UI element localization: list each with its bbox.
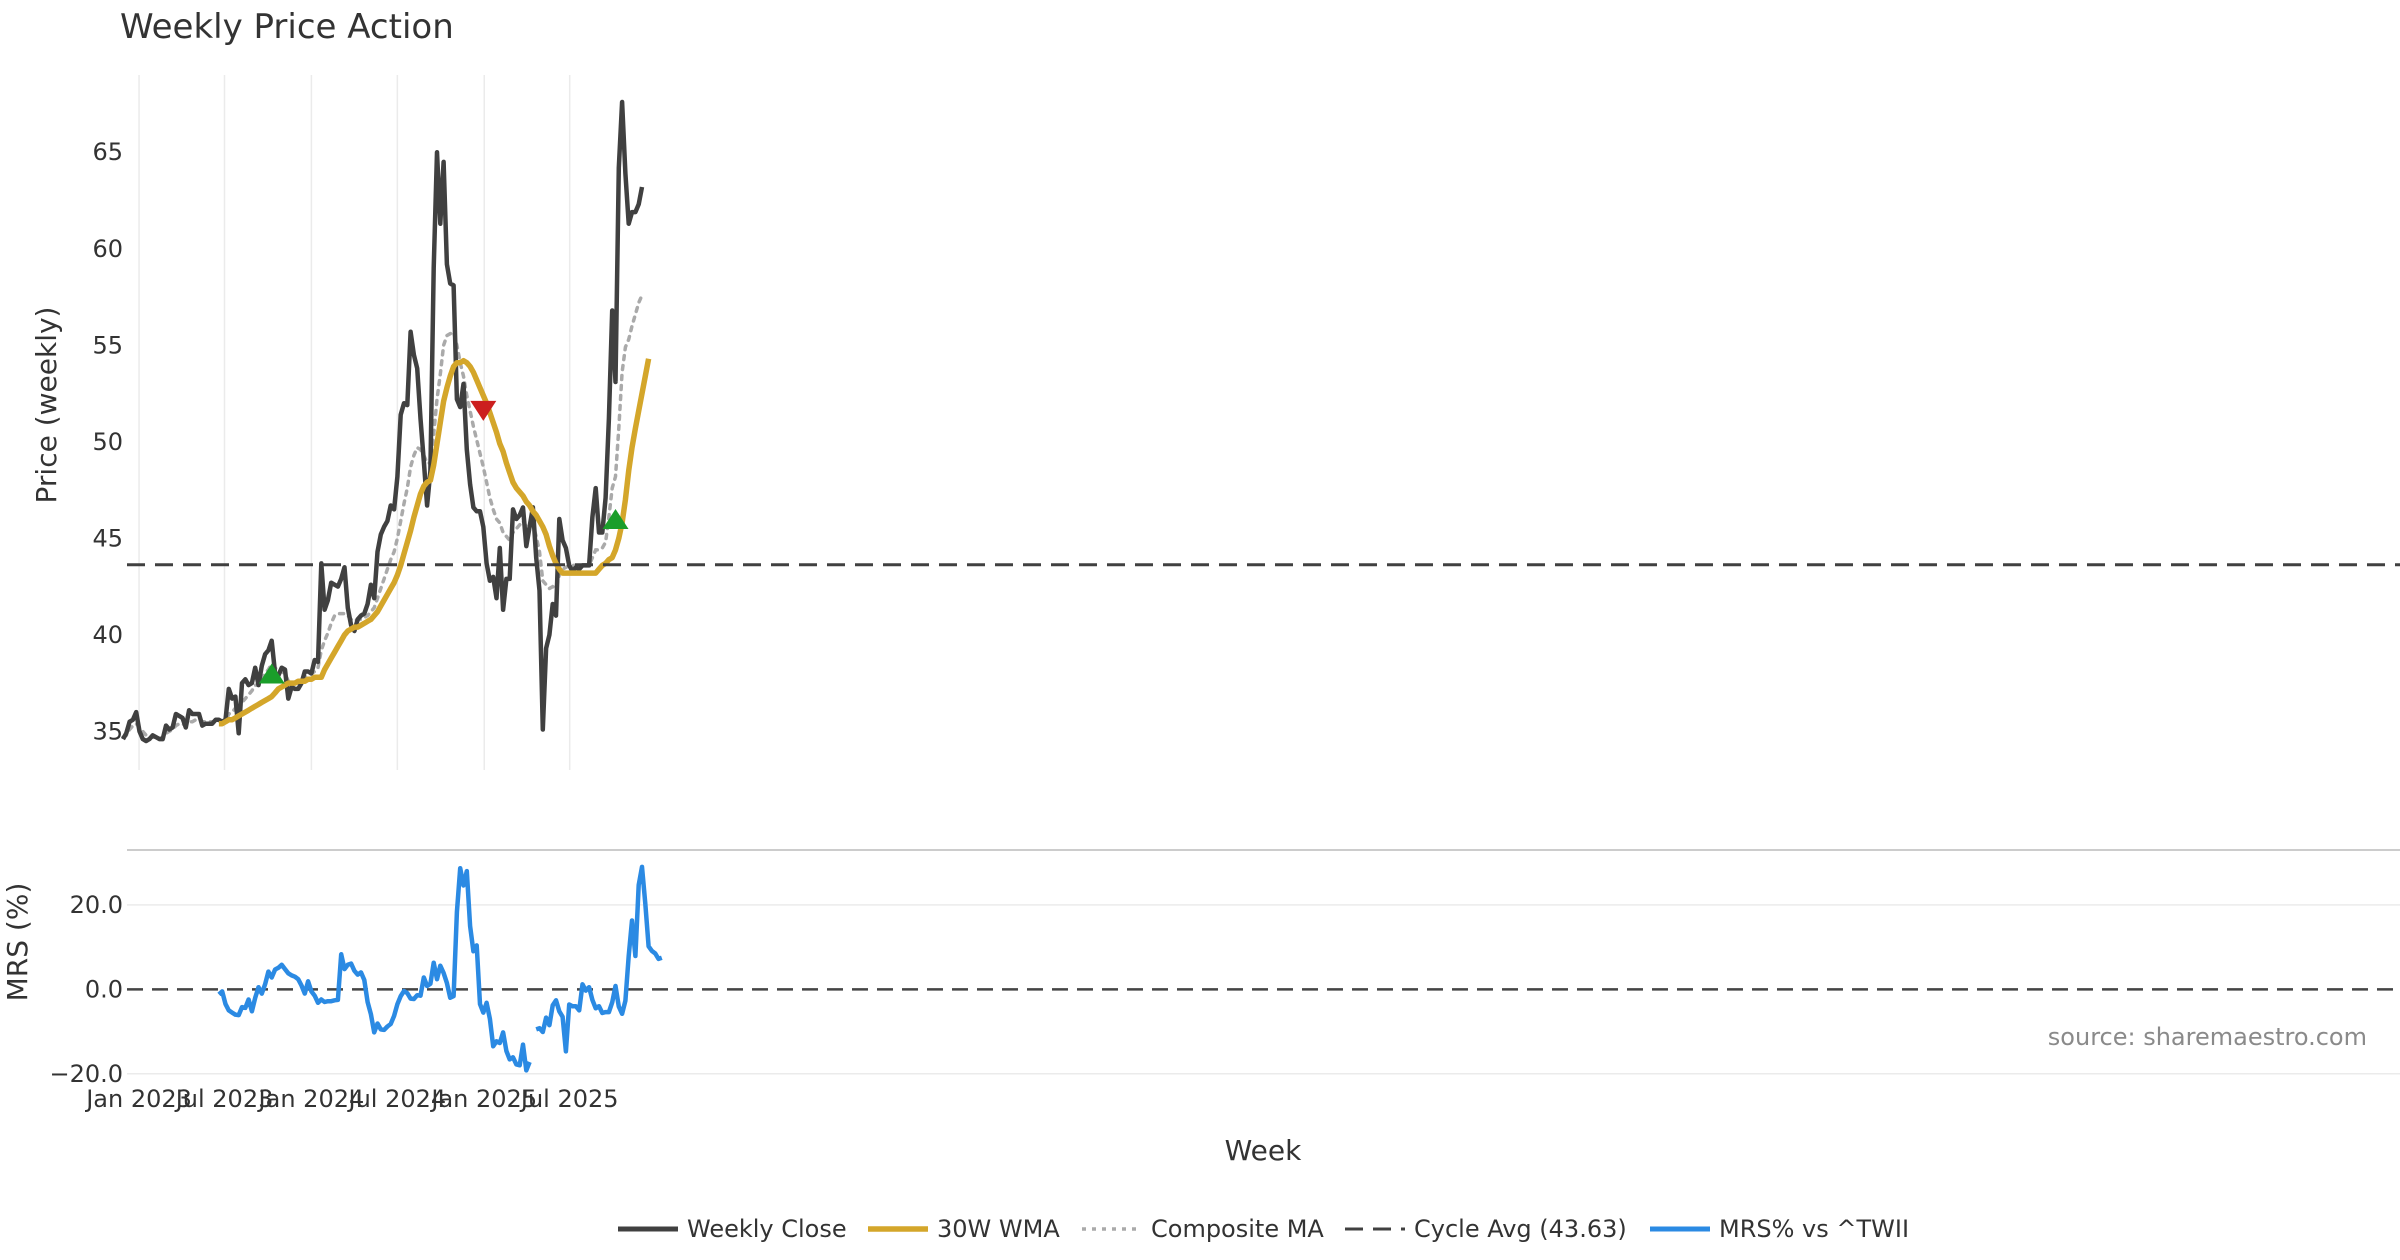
legend-label: Weekly Close: [687, 1215, 847, 1243]
x-axis-label: Week: [1225, 1134, 1302, 1167]
x-tick-label: Jul 2023: [174, 1085, 274, 1113]
mrs-y-tick-label: −20.0: [49, 1060, 123, 1088]
source-note: source: sharemaestro.com: [2048, 1023, 2367, 1051]
mrs-line: [217, 864, 663, 1073]
mrs-y-tick-label: 20.0: [70, 891, 123, 919]
mrs-y-tick-label: 0.0: [85, 975, 123, 1003]
chart-title: Weekly Price Action: [120, 7, 454, 47]
weekly-close-line: [121, 99, 645, 744]
buy-signal-marker: [602, 509, 629, 530]
price-y-tick-label: 50: [92, 428, 123, 456]
mrs-y-ticks: 20.0 0.0 −20.0: [49, 891, 123, 1088]
composite-ma-line: [121, 293, 644, 742]
price-series: [121, 99, 2400, 744]
wma-30w-line: [218, 357, 652, 727]
legend-label: Cycle Avg (43.63): [1414, 1215, 1627, 1243]
x-tick-label: Jul 2024: [347, 1085, 447, 1113]
x-tick-label: Jan 2024: [257, 1085, 365, 1113]
buy-signal-marker: [258, 663, 285, 684]
x-tick-label: Jan 2025: [429, 1085, 537, 1113]
price-y-tick-label: 35: [92, 717, 123, 745]
price-y-tick-label: 55: [92, 331, 123, 359]
price-y-tick-label: 60: [92, 235, 123, 263]
price-y-tick-label: 65: [92, 138, 123, 166]
mrs-series: [217, 864, 663, 1073]
price-grid: [138, 75, 571, 770]
legend: Weekly Close 30W WMA Composite MA Cycle Avg…: [618, 1215, 1909, 1243]
price-y-ticks: 35 40 45 50 55 60 65: [92, 138, 123, 745]
price-y-axis-label: Price (weekly): [30, 307, 63, 504]
mrs-grid: [127, 904, 2400, 1075]
price-panel: 35 40 45 50 55 60 65 Price (weekly): [30, 75, 2400, 770]
sell-signal-marker: [470, 400, 497, 421]
mrs-y-axis-label: MRS (%): [1, 883, 34, 1002]
x-tick-label: Jul 2025: [519, 1085, 619, 1113]
legend-label: 30W WMA: [937, 1215, 1060, 1243]
x-tick-label: Jan 2023: [84, 1085, 192, 1113]
mrs-panel: 20.0 0.0 −20.0 MRS (%) source: sharemaestr…: [1, 864, 2400, 1088]
signal-markers: [258, 400, 629, 684]
legend-label: MRS% vs ^TWII: [1719, 1215, 1909, 1243]
price-y-tick-label: 40: [92, 621, 123, 649]
legend-label: Composite MA: [1151, 1215, 1324, 1243]
price-y-tick-label: 45: [92, 524, 123, 552]
